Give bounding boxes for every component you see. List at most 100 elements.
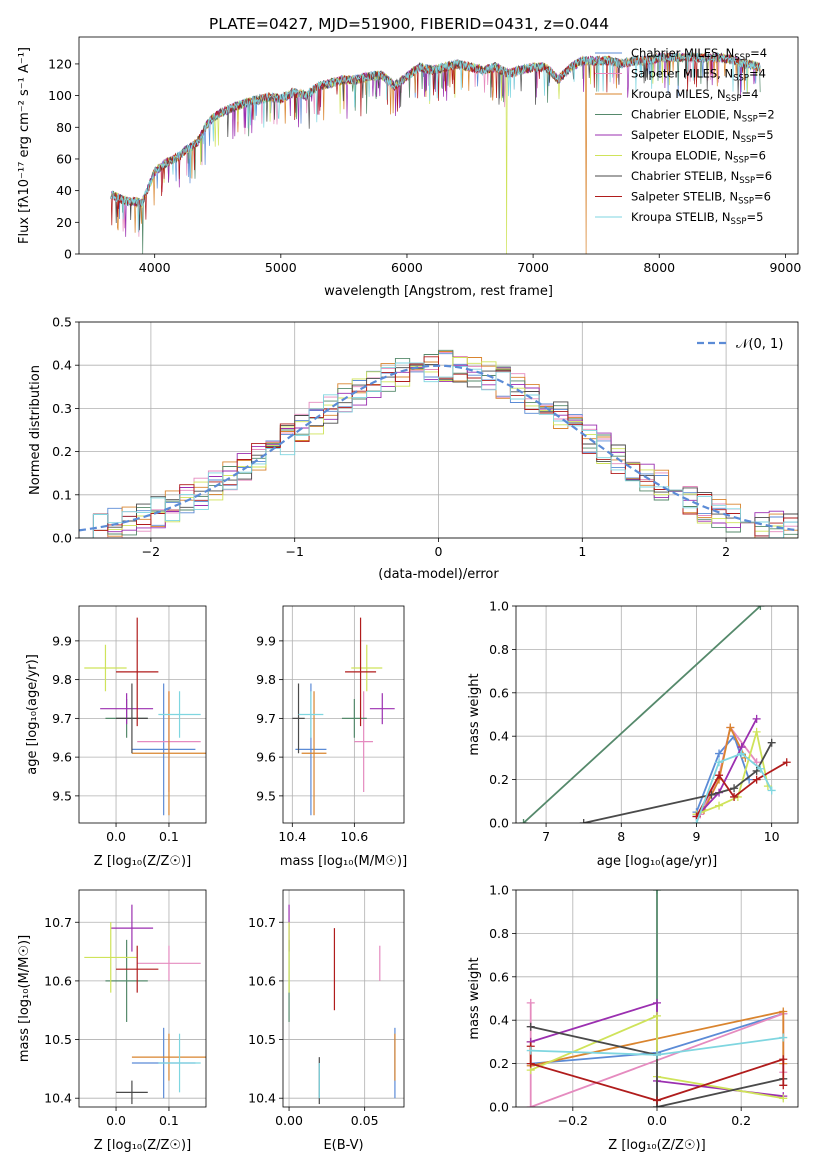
y-axis-label: Normed distribution	[28, 365, 43, 495]
y-tick-label: 1.0	[489, 883, 509, 898]
legend-entry: Chabrier STELIB, NSSP=6	[631, 169, 772, 186]
legend-entry-text: Chabrier STELIB, N	[631, 169, 739, 183]
plot-area	[292, 617, 395, 816]
legend-entry: Chabrier MILES, NSSP=4	[631, 46, 767, 63]
weight-marker	[752, 714, 761, 723]
weight-marker	[653, 1050, 661, 1059]
x-tick-label: 0.1	[159, 1113, 179, 1128]
x-axis-label: (data-model)/error	[378, 567, 499, 582]
y-tick-label: 40	[56, 183, 72, 198]
legend-entry-sub: SSP	[734, 53, 750, 63]
plot-area	[288, 904, 396, 1105]
x-tick-label: 8	[617, 829, 625, 844]
legend-entry: Salpeter ELODIE, NSSP=5	[631, 128, 774, 145]
weight-line	[522, 606, 762, 823]
axes-age_vs_Z: 0.0 0.1 9.5 9.6 9.7 9.8 9.9 Z [log₁₀(Z/Z☉)] age …	[25, 605, 207, 869]
x-tick-label: 10.6	[340, 829, 368, 844]
x-axis-label: mass [log₁₀(M/M☉)]	[280, 854, 407, 869]
y-tick-label: 0.2	[489, 1056, 509, 1071]
legend-entry-tail: =6	[754, 190, 771, 204]
legend-entry-text: Kroupa MILES, N	[631, 87, 726, 101]
x-tick-label: 4000	[139, 260, 171, 275]
legend-entry: Chabrier ELODIE, NSSP=2	[631, 108, 775, 125]
weight-marker	[767, 786, 776, 795]
axes-frame	[78, 36, 799, 255]
y-tick-label: 0	[64, 247, 72, 262]
weight-marker	[653, 890, 661, 894]
spectrum-line	[110, 51, 761, 233]
y-tick-label: 9.9	[52, 633, 72, 648]
y-tick-label: 0.5	[52, 315, 72, 330]
legend-entry-tail: =6	[755, 169, 772, 183]
legend-entry: Kroupa STELIB, NSSP=5	[631, 210, 763, 227]
x-tick-label: 10.4	[278, 829, 306, 844]
y-tick-label: 10.4	[248, 1091, 276, 1106]
legend-entry-text: Chabrier MILES, N	[631, 46, 734, 60]
legend-entry-sub: SSP	[733, 74, 749, 84]
weight-marker	[752, 727, 761, 736]
y-axis-label: mass weight	[467, 957, 482, 1039]
weight-marker	[692, 819, 701, 823]
y-tick-label: 0.4	[489, 1013, 509, 1028]
weight-marker	[756, 606, 765, 610]
legend-entry: Salpeter MILES, NSSP=4	[631, 67, 766, 84]
histogram-step	[79, 362, 798, 538]
weight-marker	[779, 1055, 788, 1064]
x-tick-label: −2	[142, 544, 160, 559]
x-tick-label: 8000	[643, 260, 675, 275]
x-tick-label: 9	[693, 829, 701, 844]
x-tick-label: 1	[578, 544, 586, 559]
legend-entry-sub: SSP	[742, 115, 758, 125]
weight-marker	[526, 1022, 535, 1031]
x-tick-label: 0	[435, 544, 443, 559]
legend-entry: Kroupa ELODIE, NSSP=6	[631, 149, 766, 166]
legend-entry-sub: SSP	[741, 135, 757, 145]
axes-weight_vs_age: 7 8 9 10 0.0 0.2 0.4 0.6 0.8 1.0 age [log₁₀(age/yr…	[467, 599, 799, 869]
x-tick-label: 0.2	[731, 1113, 751, 1128]
x-axis-label: Z [log₁₀(Z/Z☉)]	[608, 1138, 705, 1153]
legend-entry-sub: SSP	[738, 197, 754, 207]
weight-marker	[653, 998, 661, 1007]
weight-marker	[756, 764, 765, 773]
plot-area	[79, 349, 798, 538]
y-tick-label: 0.3	[52, 401, 72, 416]
weight-line	[530, 1025, 784, 1107]
x-tick-label: 5000	[265, 260, 297, 275]
weight-marker	[579, 819, 588, 823]
legend-entry-text: Kroupa ELODIE, N	[631, 149, 733, 163]
x-tick-label: 0.0	[106, 1113, 126, 1128]
y-tick-label: 10.6	[248, 973, 276, 988]
weight-marker	[526, 1103, 535, 1107]
y-tick-label: 0.6	[489, 685, 509, 700]
x-tick-label: 0.0	[647, 1113, 667, 1128]
x-tick-label: 7	[542, 829, 550, 844]
y-tick-label: 10.6	[44, 973, 72, 988]
weight-marker	[715, 758, 724, 767]
y-tick-label: 0.1	[52, 487, 72, 502]
weight-marker	[752, 775, 761, 784]
legend-entry-sub: SSP	[739, 176, 755, 186]
x-tick-label: 10	[764, 829, 780, 844]
x-axis-label: age [log₁₀(age/yr)]	[597, 854, 718, 869]
x-tick-label: 0.0	[106, 829, 126, 844]
weight-line	[530, 1014, 784, 1100]
x-axis-label: Z [log₁₀(Z/Z☉)]	[94, 1138, 191, 1153]
y-tick-label: 0.2	[489, 772, 509, 787]
y-tick-label: 9.9	[256, 633, 276, 648]
axes-age_vs_mass: 10.4 10.6 9.5 9.6 9.7 9.8 9.9 mass [log₁₀(M/M☉)…	[256, 605, 407, 869]
legend-entry: Kroupa MILES, NSSP=4	[631, 87, 758, 104]
x-tick-label: −1	[285, 544, 303, 559]
y-tick-label: 0.4	[52, 358, 72, 373]
weight-marker	[715, 749, 724, 758]
weight-marker	[737, 749, 746, 758]
y-tick-label: 9.6	[256, 750, 276, 765]
legend-entry-text: Salpeter ELODIE, N	[631, 128, 741, 142]
y-tick-label: 9.8	[256, 672, 276, 687]
weight-marker	[779, 1081, 788, 1090]
x-axis-label: E(B-V)	[323, 1138, 363, 1153]
y-tick-label: 0.0	[489, 816, 509, 831]
weight-marker	[653, 1011, 661, 1020]
axes-spectrum: 4000 5000 6000 7000 8000 9000 0 20 40 60 80 100 120 w…	[17, 15, 801, 299]
legend-entry-tail: =4	[749, 67, 766, 81]
